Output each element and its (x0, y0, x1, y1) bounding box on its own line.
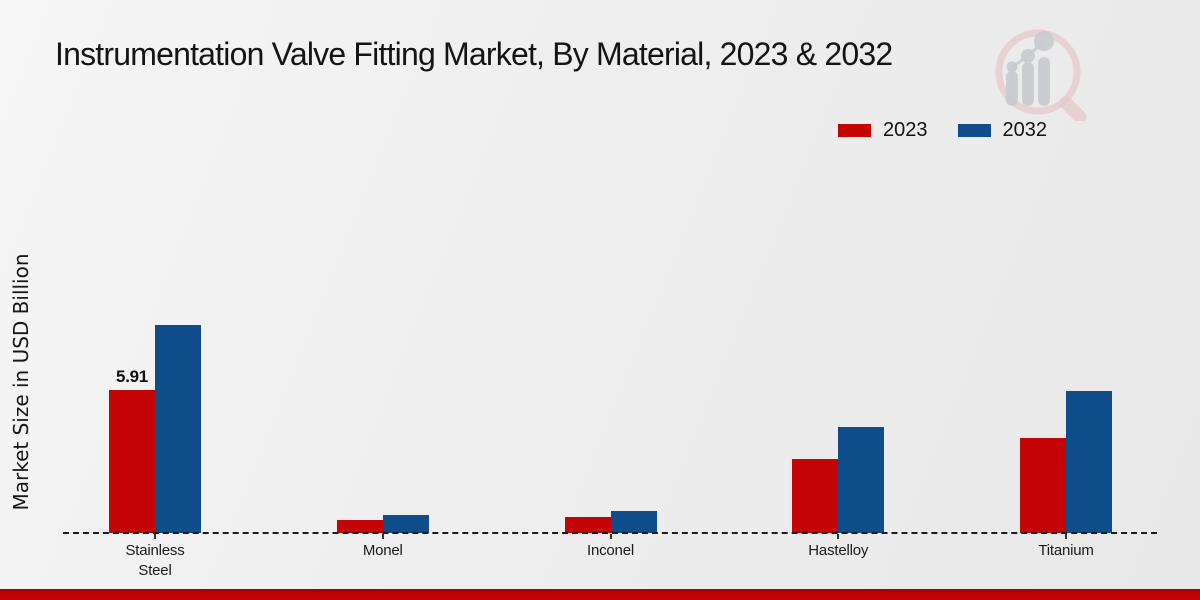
legend-label-2032: 2032 (1002, 119, 1048, 141)
bar-value-label: 5.91 (116, 367, 148, 386)
x-tick (837, 534, 840, 539)
bar-2032-hastelloy (838, 427, 885, 533)
x-tick-label-titanium: Titanium (1038, 542, 1094, 559)
legend: 2023 2032 (838, 119, 1047, 142)
x-tick-label-stainless-steel: Stainless Steel (125, 542, 185, 580)
bar-2032-titanium (1066, 391, 1112, 533)
bar-2023-titanium (1020, 438, 1066, 533)
bar-2023-hastelloy (792, 459, 839, 533)
x-tick (154, 534, 156, 539)
x-tick (381, 534, 384, 539)
legend-swatch-2032 (957, 124, 991, 137)
bar-2032-monel (382, 515, 429, 533)
page-title: Instrumentation Valve Fitting Market, By… (55, 36, 893, 72)
x-tick-label-monel: Monel (362, 542, 403, 559)
bar-2032-stainless-steel (155, 325, 201, 533)
bottom-accent-bar (0, 589, 1200, 600)
legend-label-2023: 2023 (883, 119, 928, 141)
bar-2023-monel (336, 520, 383, 533)
bar-2023-stainless-steel (109, 390, 155, 533)
bar-2032-inconel (610, 511, 657, 533)
bar-2023-inconel (564, 517, 611, 533)
magnifier-bar-chart-logo-icon (995, 29, 1087, 121)
x-tick (609, 534, 612, 539)
x-tick (1065, 534, 1067, 539)
x-tick-label-hastelloy: Hastelloy (808, 542, 869, 559)
legend-item-2032: 2032 (957, 119, 1048, 142)
x-tick-label-inconel: Inconel (587, 542, 634, 559)
legend-item-2023: 2023 (838, 119, 928, 142)
legend-swatch-2023 (838, 124, 871, 137)
x-axis-baseline (63, 532, 1157, 534)
